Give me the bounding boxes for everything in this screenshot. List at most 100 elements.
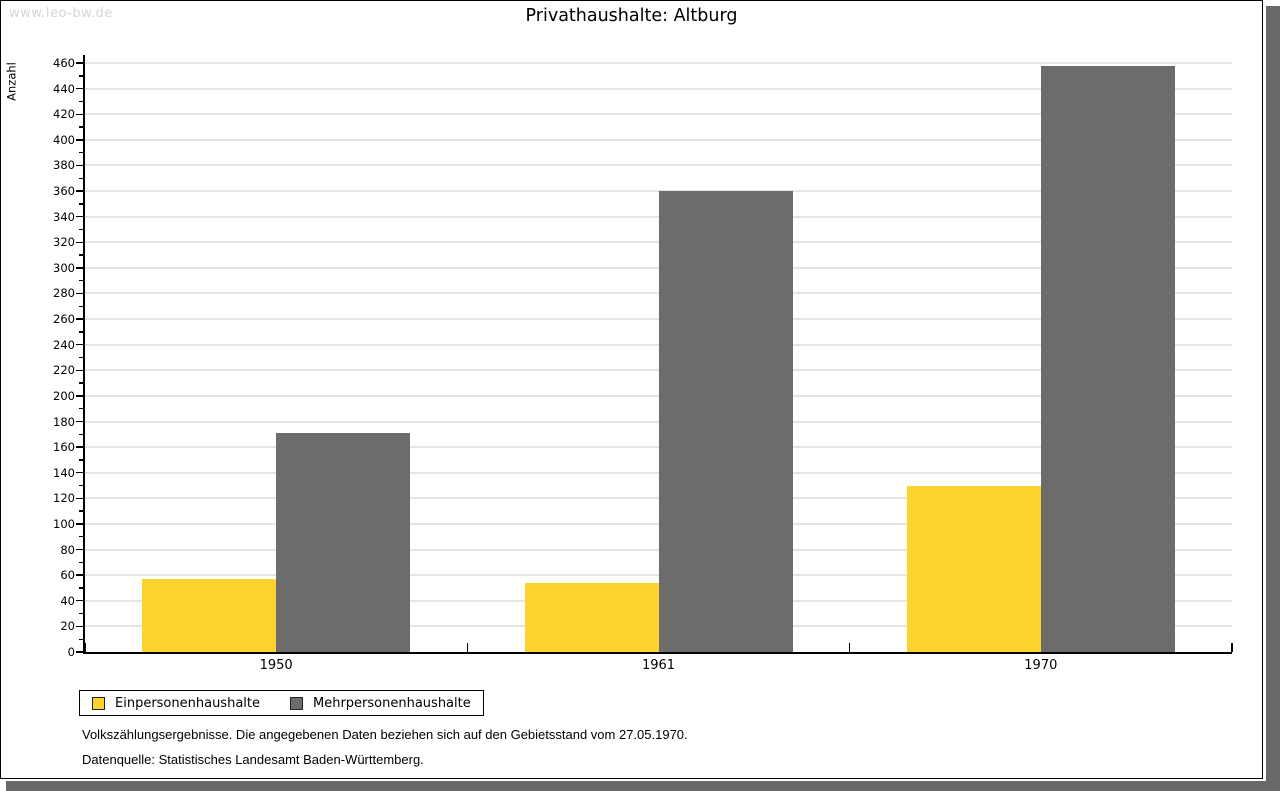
y-tick-label: 220 [53, 363, 75, 378]
x-tick-label: 1950 [259, 658, 293, 673]
y-minor-tick [79, 331, 83, 333]
y-minor-tick [79, 356, 83, 359]
y-major-tick [76, 395, 83, 397]
y-tick-label: 240 [53, 337, 75, 352]
y-minor-tick [79, 254, 83, 256]
y-major-tick [76, 600, 83, 602]
y-major-tick [76, 523, 83, 525]
y-tick-label: 260 [53, 312, 75, 327]
y-major-tick [76, 420, 83, 423]
y-tick-label: 360 [53, 184, 75, 199]
bar-mehrpersonenhaushalte-1950 [276, 433, 411, 652]
y-major-tick [76, 548, 83, 551]
y-minor-tick [79, 587, 83, 589]
chart-frame: www.leo-bw.de Privathaushalte: Altburg A… [0, 0, 1263, 779]
x-boundary-tick [848, 643, 851, 652]
gridline [85, 113, 1232, 116]
y-major-tick [76, 472, 83, 474]
y-tick-label: 120 [53, 491, 75, 506]
y-minor-tick [79, 228, 83, 231]
x-tick-label: 1961 [641, 658, 676, 673]
gridline [85, 138, 1232, 141]
gridline [85, 87, 1232, 90]
y-tick-label: 420 [53, 107, 75, 122]
y-tick-label: 200 [53, 388, 75, 403]
y-major-tick [76, 497, 83, 500]
bar-einpersonenhaushalte-1970 [906, 485, 1041, 652]
legend-swatch-mehrpersonenhaushalte [290, 696, 303, 710]
y-major-tick [76, 62, 83, 64]
y-minor-tick [79, 638, 83, 640]
x-boundary-tick [466, 643, 469, 652]
watermark-text: www.leo-bw.de [9, 6, 113, 21]
chart-title: Privathaushalte: Altburg [525, 6, 738, 26]
y-minor-tick [79, 612, 83, 615]
y-major-tick [76, 113, 83, 115]
x-boundary-tick [1231, 643, 1233, 652]
y-tick-label: 320 [53, 235, 75, 250]
footnote-line-2: Datenquelle: Statistisches Landesamt Bad… [82, 752, 424, 767]
y-tick-label: 300 [53, 260, 75, 275]
legend-label: Mehrpersonenhaushalte [313, 695, 471, 711]
y-major-tick [76, 446, 83, 448]
y-minor-tick [79, 177, 83, 179]
y-major-tick [76, 87, 83, 90]
y-tick-label: 80 [60, 542, 75, 557]
bar-mehrpersonenhaushalte-1970 [1040, 65, 1175, 652]
y-minor-tick [79, 151, 83, 154]
y-tick-label: 380 [53, 158, 75, 173]
y-tick-label: 180 [53, 414, 75, 429]
y-minor-tick [79, 408, 83, 410]
y-major-tick [76, 651, 83, 653]
y-minor-tick [79, 126, 83, 128]
y-tick-label: 160 [53, 440, 75, 455]
y-minor-tick [79, 536, 83, 538]
legend: Einpersonenhaushalte Mehrpersonenhaushalt… [79, 690, 484, 716]
y-tick-label: 60 [60, 568, 75, 583]
bar-mehrpersonenhaushalte-1961 [658, 191, 793, 652]
y-minor-tick [79, 75, 83, 77]
y-major-tick [76, 267, 83, 269]
y-major-tick [76, 139, 83, 141]
plot-area [76, 55, 1233, 654]
y-major-tick [76, 215, 83, 218]
x-axis-line [83, 652, 1232, 654]
bar-einpersonenhaushalte-1961 [524, 582, 659, 652]
bar-einpersonenhaushalte-1950 [142, 579, 277, 652]
y-major-tick [76, 318, 83, 320]
y-tick-label: 100 [53, 516, 75, 531]
y-minor-tick [79, 305, 83, 307]
frame-shadow-bottom [6, 781, 1280, 791]
y-major-tick [76, 625, 83, 628]
y-major-tick [76, 292, 83, 295]
y-minor-tick [79, 459, 83, 461]
footnote-line-1: Volkszählungsergebnisse. Die angegebenen… [82, 727, 688, 742]
y-major-tick [76, 164, 83, 167]
y-minor-tick [79, 510, 83, 512]
y-major-tick [76, 369, 83, 372]
y-tick-label: 20 [60, 619, 75, 634]
x-boundary-tick [84, 643, 86, 652]
y-minor-tick [79, 561, 83, 564]
legend-item: Einpersonenhaushalte [92, 696, 260, 711]
y-major-tick [76, 241, 83, 243]
y-minor-tick [79, 433, 83, 436]
gridline [85, 164, 1232, 167]
x-tick-label: 1970 [1024, 658, 1058, 673]
y-tick-label: 0 [67, 645, 75, 659]
gridline [85, 62, 1232, 64]
y-minor-tick [79, 382, 83, 384]
legend-swatch-einpersonenhaushalte [92, 696, 105, 710]
y-tick-label: 140 [53, 465, 75, 480]
y-minor-tick [79, 279, 83, 282]
y-major-tick [76, 190, 83, 192]
y-axis-line [83, 55, 85, 652]
y-tick-label: 400 [53, 132, 75, 147]
frame-shadow-right [1266, 6, 1280, 791]
y-tick-label: 280 [53, 286, 75, 301]
y-tick-label: 340 [53, 209, 75, 224]
y-minor-tick [79, 484, 83, 487]
y-tick-label: 40 [60, 593, 75, 608]
y-minor-tick [79, 203, 83, 205]
